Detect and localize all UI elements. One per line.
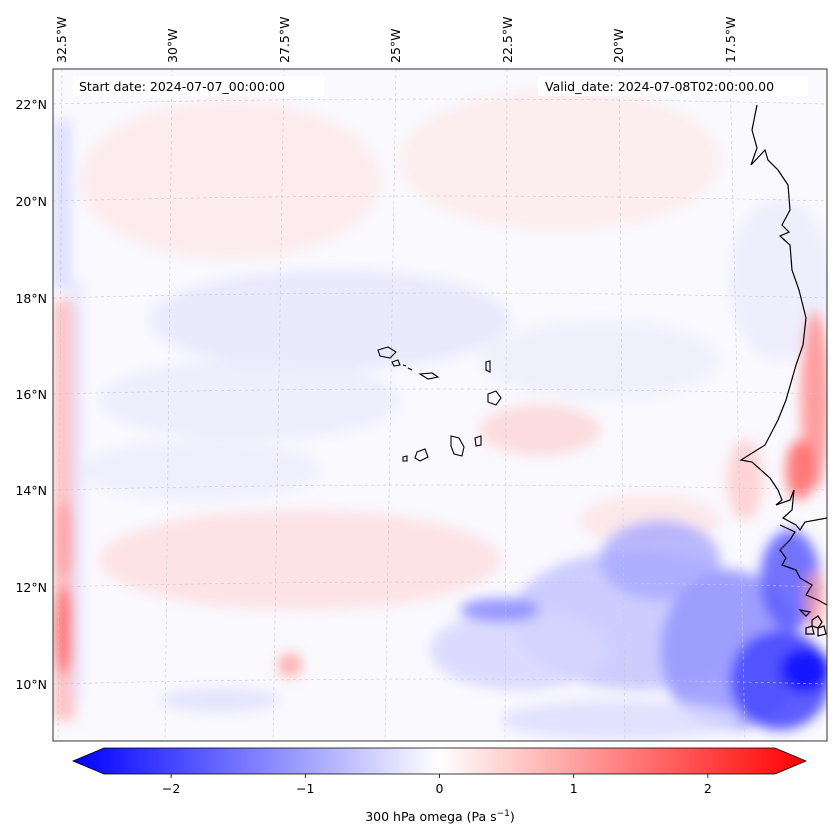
lon-labels: 32.5°W 30°W 27.5°W 25°W 22.5°W 20°W 17.5… [54,17,738,63]
island-branco [407,367,413,371]
map-area: Start date: 2024-07-07_00:00:00 Valid_da… [53,69,827,741]
island-sal [485,360,491,373]
lat-label: 10°N [15,677,47,692]
island-sao-nicolau [418,372,440,380]
colorbar-tick-label: −2 [162,781,180,796]
lon-label: 22.5°W [500,17,515,63]
african-coastline [739,104,827,637]
lat-labels: 22°N 20°N 18°N 16°N 14°N 12°N 10°N [15,97,47,692]
lon-label: 32.5°W [54,17,69,63]
colorbar-label: 300 hPa omega (Pa s−1) [365,809,515,824]
colorbar-body [71,747,808,775]
colorbar-ticks: −2 −1 0 1 2 [162,774,712,796]
lat-label: 12°N [15,580,47,595]
lon-label: 20°W [611,28,626,63]
lat-label: 22°N [15,97,47,112]
island-santa-luzia [402,364,407,367]
island-santo-antao [377,346,397,359]
lon-label: 30°W [165,28,180,63]
lat-label: 16°N [15,387,47,402]
graticule [53,69,827,741]
lat-label: 14°N [15,483,47,498]
island-fogo [414,448,429,462]
omega-field [53,90,827,740]
lon-label: 27.5°W [277,17,292,63]
island-boa-vista [487,390,502,406]
island-maio [474,435,482,447]
colorbar-tick-label: −1 [296,781,314,796]
colorbar-tick-label: 0 [436,781,444,796]
lat-label: 20°N [15,194,47,209]
cape-verde-islands [377,346,502,462]
valid-date-text: Valid_date: 2024-07-08T02:00:00.00 [545,79,774,94]
lon-label: 17.5°W [723,17,738,63]
valid-date-box [538,76,808,96]
island-brava [402,455,408,462]
colorbar-tick-label: 1 [570,781,578,796]
start-date-text: Start date: 2024-07-07_00:00:00 [79,79,285,94]
map-frame [52,68,828,742]
lat-label: 18°N [15,291,47,306]
island-sao-vicente [391,359,401,367]
colorbar: −2 −1 0 1 2 300 hPa omega (Pa s−1) [71,747,808,824]
start-date-box [73,76,325,96]
lon-label: 25°W [388,28,403,63]
island-santiago [450,435,465,457]
colorbar-tick-label: 2 [704,781,712,796]
